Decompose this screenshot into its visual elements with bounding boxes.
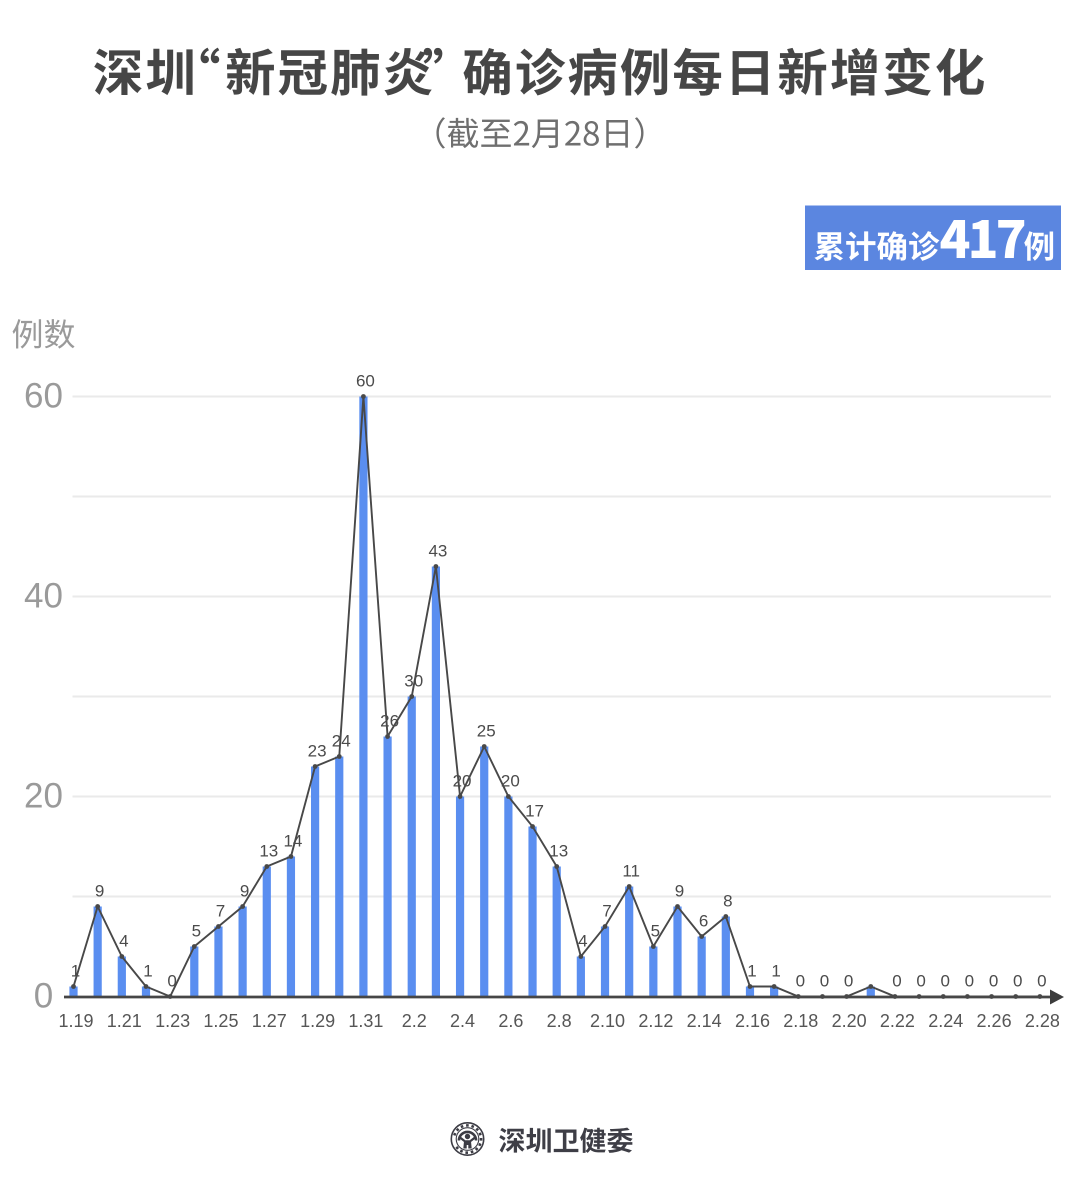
- svg-text:2.14: 2.14: [687, 1011, 722, 1031]
- svg-text:2.18: 2.18: [783, 1011, 818, 1031]
- svg-text:2.10: 2.10: [590, 1011, 625, 1031]
- svg-text:2.6: 2.6: [498, 1011, 523, 1031]
- svg-text:2.20: 2.20: [832, 1011, 867, 1031]
- svg-text:24: 24: [332, 732, 351, 751]
- svg-text:8: 8: [723, 892, 732, 911]
- svg-text:60: 60: [356, 372, 375, 391]
- svg-text:0: 0: [916, 972, 925, 991]
- svg-text:1: 1: [71, 962, 80, 981]
- svg-text:9: 9: [675, 882, 684, 901]
- svg-text:14: 14: [283, 832, 302, 851]
- svg-text:0: 0: [941, 972, 950, 991]
- svg-text:0: 0: [796, 972, 805, 991]
- svg-text:0: 0: [1013, 972, 1022, 991]
- svg-text:17: 17: [525, 802, 544, 821]
- svg-text:2.24: 2.24: [928, 1011, 963, 1031]
- svg-text:20: 20: [453, 772, 472, 791]
- svg-text:1: 1: [771, 962, 780, 981]
- svg-text:1.29: 1.29: [300, 1011, 335, 1031]
- svg-text:7: 7: [216, 902, 225, 921]
- svg-text:1.27: 1.27: [252, 1011, 287, 1031]
- svg-text:9: 9: [95, 882, 104, 901]
- svg-text:1.23: 1.23: [155, 1011, 190, 1031]
- svg-text:25: 25: [477, 722, 496, 741]
- svg-text:4: 4: [119, 932, 128, 951]
- svg-text:4: 4: [578, 932, 587, 951]
- svg-text:0: 0: [989, 972, 998, 991]
- svg-text:2.16: 2.16: [735, 1011, 770, 1031]
- svg-text:20: 20: [501, 772, 520, 791]
- svg-text:26: 26: [380, 712, 399, 731]
- svg-text:2.2: 2.2: [402, 1011, 427, 1031]
- svg-text:0: 0: [965, 972, 974, 991]
- svg-text:0: 0: [167, 972, 176, 991]
- svg-text:1: 1: [143, 962, 152, 981]
- svg-text:30: 30: [404, 672, 423, 691]
- svg-text:40: 40: [24, 577, 63, 616]
- svg-text:1.25: 1.25: [203, 1011, 238, 1031]
- svg-text:1.31: 1.31: [348, 1011, 383, 1031]
- svg-text:1.19: 1.19: [58, 1011, 93, 1031]
- svg-text:2.26: 2.26: [977, 1011, 1012, 1031]
- svg-text:23: 23: [308, 742, 327, 761]
- svg-text:5: 5: [192, 922, 201, 941]
- svg-text:1: 1: [747, 962, 756, 981]
- svg-text:43: 43: [428, 542, 447, 561]
- svg-text:2.22: 2.22: [880, 1011, 915, 1031]
- svg-text:5: 5: [651, 922, 660, 941]
- svg-text:2.4: 2.4: [450, 1011, 475, 1031]
- svg-text:0: 0: [1037, 972, 1046, 991]
- svg-text:2.28: 2.28: [1025, 1011, 1060, 1031]
- svg-text:6: 6: [699, 912, 708, 931]
- svg-text:2.8: 2.8: [547, 1011, 572, 1031]
- svg-text:0: 0: [892, 972, 901, 991]
- svg-text:13: 13: [259, 842, 278, 861]
- svg-text:7: 7: [602, 902, 611, 921]
- svg-text:1.21: 1.21: [107, 1011, 142, 1031]
- svg-text:0: 0: [34, 977, 53, 1016]
- svg-text:60: 60: [24, 377, 63, 416]
- svg-text:0: 0: [820, 972, 829, 991]
- svg-text:13: 13: [549, 842, 568, 861]
- svg-text:0: 0: [844, 972, 853, 991]
- svg-text:11: 11: [622, 862, 640, 881]
- svg-text:20: 20: [24, 777, 63, 816]
- svg-text:2.12: 2.12: [638, 1011, 673, 1031]
- svg-text:9: 9: [240, 882, 249, 901]
